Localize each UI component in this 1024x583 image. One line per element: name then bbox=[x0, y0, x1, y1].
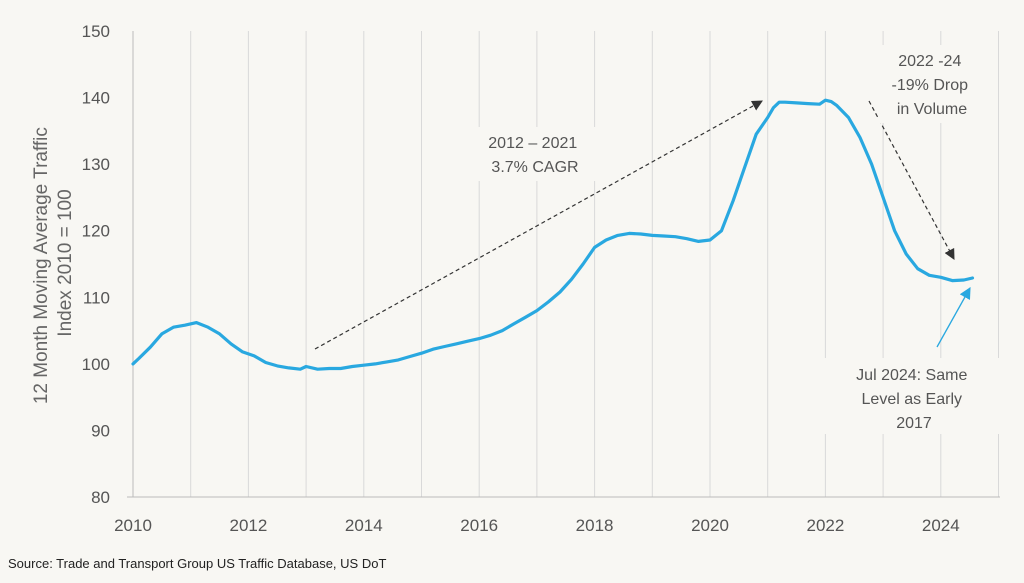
x-tick-label: 2024 bbox=[922, 516, 960, 535]
svg-text:2022 -24 -19% Drop: 2022 -24 -19% Drop in Volume bbox=[892, 53, 973, 118]
series-line bbox=[131, 98, 975, 371]
annotation-same-level-line-2: Level as Early bbox=[862, 391, 963, 408]
annotation-cagr: 2012 – 2021 3.7% CAGR bbox=[474, 127, 596, 181]
annotation-drop-line-2: -19% Drop bbox=[892, 77, 969, 94]
annotation-same-level: Jul 2024: Same Level as Early 2017 bbox=[824, 358, 1000, 434]
y-tick-label: 130 bbox=[82, 155, 110, 174]
annotation-same-level-line-1: Jul 2024: Same bbox=[856, 367, 967, 384]
drop-arrow bbox=[868, 100, 955, 260]
x-tick-label: 2012 bbox=[229, 516, 267, 535]
y-tick-label: 90 bbox=[91, 421, 110, 440]
annotation-drop-line-3: in Volume bbox=[897, 101, 967, 118]
source-note: Source: Trade and Transport Group US Tra… bbox=[8, 556, 387, 571]
y-axis-label-line-2: Index 2010 = 100 bbox=[55, 189, 76, 336]
x-tick-label: 2010 bbox=[114, 516, 152, 535]
y-axis: 80 90 100 110 120 130 140 150 bbox=[82, 22, 110, 507]
x-tick-label: 2016 bbox=[460, 516, 498, 535]
y-tick-label: 150 bbox=[82, 22, 110, 41]
y-tick-label: 110 bbox=[83, 288, 110, 307]
svg-text:Jul 2024: Same Level as: Jul 2024: Same Level as Early 2017 bbox=[856, 367, 972, 432]
y-tick-label: 100 bbox=[82, 355, 110, 374]
y-tick-label: 120 bbox=[82, 222, 110, 241]
x-tick-label: 2014 bbox=[345, 516, 383, 535]
svg-text:2012 – 2021 3.7% CAGR: 2012 – 2021 3.7% CAGR bbox=[488, 135, 581, 176]
annotation-drop: 2022 -24 -19% Drop in Volume bbox=[878, 45, 986, 123]
x-axis: 2010 2012 2014 2016 2018 2020 2022 2024 bbox=[114, 516, 960, 535]
cagr-arrow bbox=[314, 100, 763, 350]
y-axis-label: 12 Month Moving Average Traffic Index 20… bbox=[31, 122, 76, 404]
annotation-cagr-line-2: 3.7% CAGR bbox=[491, 159, 578, 176]
annotation-same-level-line-3: 2017 bbox=[896, 415, 932, 432]
x-tick-label: 2020 bbox=[691, 516, 729, 535]
y-axis-label-line-1: 12 Month Moving Average Traffic bbox=[31, 127, 52, 404]
x-tick-label: 2022 bbox=[806, 516, 844, 535]
annotation-cagr-line-1: 2012 – 2021 bbox=[488, 135, 577, 152]
annotation-drop-line-1: 2022 -24 bbox=[898, 53, 961, 70]
same-level-arrow bbox=[936, 286, 971, 348]
x-tick-label: 2018 bbox=[576, 516, 614, 535]
y-tick-label: 140 bbox=[82, 89, 110, 108]
y-tick-label: 80 bbox=[91, 488, 110, 507]
